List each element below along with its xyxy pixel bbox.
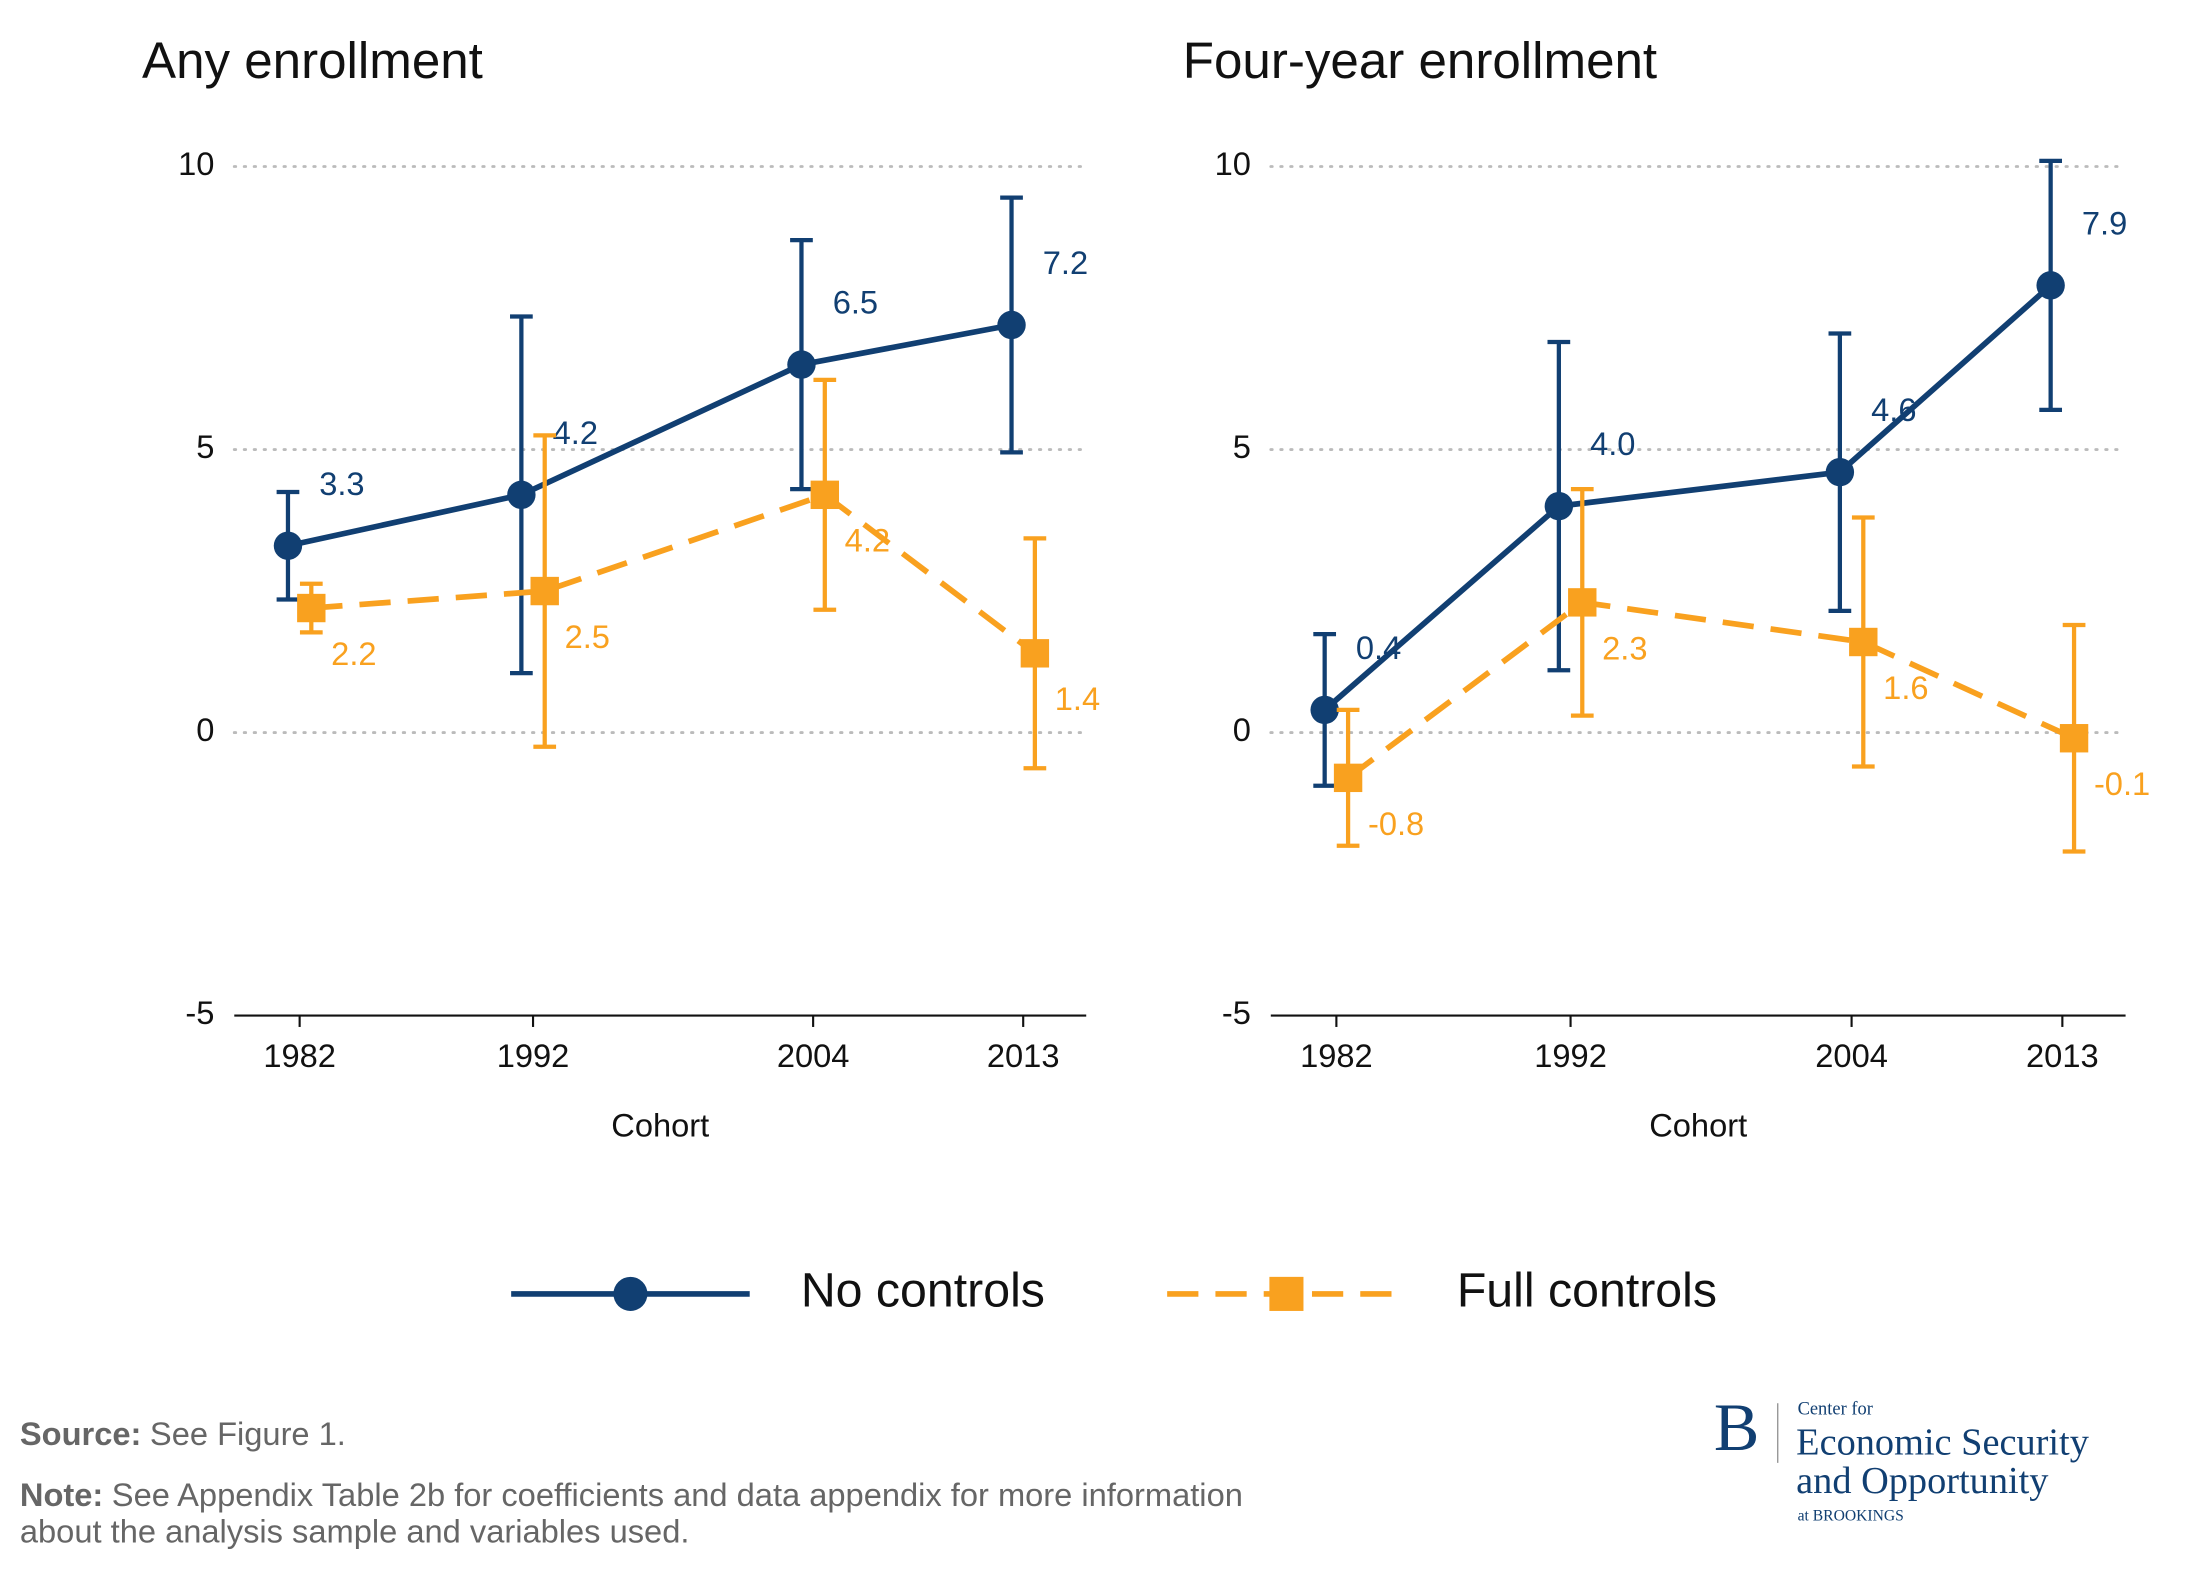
y-tick-label: -5	[1222, 994, 1251, 1031]
source-text: See Figure 1.	[150, 1415, 346, 1452]
y-tick-label: -5	[185, 994, 214, 1031]
x-tick-label: 1992	[497, 1037, 570, 1074]
x-axis-label: Cohort	[1649, 1106, 1747, 1143]
data-label: 2.2	[331, 635, 376, 672]
point	[1568, 588, 1597, 617]
data-label: 4.0	[1590, 425, 1635, 462]
point	[997, 310, 1026, 340]
point	[787, 350, 816, 379]
note: Note: See Appendix Table 2b for coefficie…	[20, 1476, 1243, 1513]
y-tick-label: 10	[1215, 145, 1251, 182]
y-tick-label: 10	[178, 145, 214, 182]
x-tick-label: 2013	[987, 1037, 1060, 1074]
y-tick-label: 5	[1233, 428, 1251, 465]
x-tick-label: 1982	[263, 1037, 336, 1074]
x-tick-label: 2004	[1815, 1037, 1888, 1074]
point	[810, 480, 840, 510]
data-label: 2.3	[1602, 629, 1647, 666]
series-line	[1322, 283, 2053, 713]
note-line: See Appendix Table 2b for coefficients a…	[112, 1476, 1243, 1513]
point	[1825, 457, 1855, 487]
y-tick-label: 0	[196, 711, 214, 748]
logo-text: and Opportunity	[1796, 1460, 2049, 1502]
data-label: 0.4	[1356, 629, 1401, 666]
point	[273, 531, 303, 560]
panel-title: Any enrollment	[142, 32, 483, 89]
note-line: about the analysis sample and variables …	[20, 1512, 690, 1549]
logo-text: Economic Security	[1796, 1422, 2090, 1464]
data-label: 4.6	[1871, 391, 1916, 428]
series-line	[1346, 599, 2076, 781]
data-label: 3.3	[319, 465, 364, 502]
point	[530, 576, 559, 606]
note-label: Note:	[20, 1476, 103, 1513]
x-tick-label: 1982	[1300, 1037, 1373, 1074]
source: Source: See Figure 1.	[20, 1415, 346, 1452]
data-label: 1.6	[1883, 669, 1928, 706]
x-axis-label: Cohort	[611, 1106, 709, 1143]
data-label: 2.5	[565, 618, 610, 655]
y-tick-label: 5	[196, 428, 214, 465]
data-label: 7.9	[2082, 204, 2127, 241]
point	[1020, 639, 1050, 668]
legend-marker	[613, 1276, 648, 1311]
x-tick-label: 2013	[2026, 1037, 2099, 1074]
point	[2059, 724, 2089, 753]
point	[1849, 627, 1878, 657]
logo-text: Center for	[1798, 1399, 1873, 1419]
data-label: 6.5	[833, 284, 878, 321]
point	[1544, 491, 1574, 521]
legend: No controls Full controls	[511, 1264, 1717, 1318]
panel-title: Four-year enrollment	[1183, 32, 1657, 89]
logo-letter: B	[1714, 1389, 1759, 1465]
logo-text: at BROOKINGS	[1798, 1507, 1904, 1524]
point	[2036, 271, 2065, 300]
y-tick-label: 0	[1233, 711, 1251, 748]
point	[1310, 695, 1339, 725]
legend-label: Full controls	[1457, 1264, 1717, 1318]
data-label: -0.8	[1368, 805, 1424, 842]
series-line	[287, 322, 1013, 549]
series-line	[311, 491, 1037, 656]
data-label: 1.4	[1055, 680, 1100, 717]
point	[1333, 763, 1363, 793]
data-label: 7.2	[1043, 244, 1088, 281]
legend-marker	[1269, 1276, 1304, 1311]
source-label: Source:	[20, 1415, 142, 1452]
point	[297, 593, 326, 623]
legend-label: No controls	[801, 1264, 1045, 1318]
x-tick-label: 2004	[777, 1037, 850, 1074]
x-tick-label: 1992	[1534, 1037, 1607, 1074]
data-label: -0.1	[2094, 765, 2150, 802]
data-label: 4.2	[845, 522, 890, 559]
point	[507, 480, 536, 510]
data-label: 4.2	[553, 414, 598, 451]
